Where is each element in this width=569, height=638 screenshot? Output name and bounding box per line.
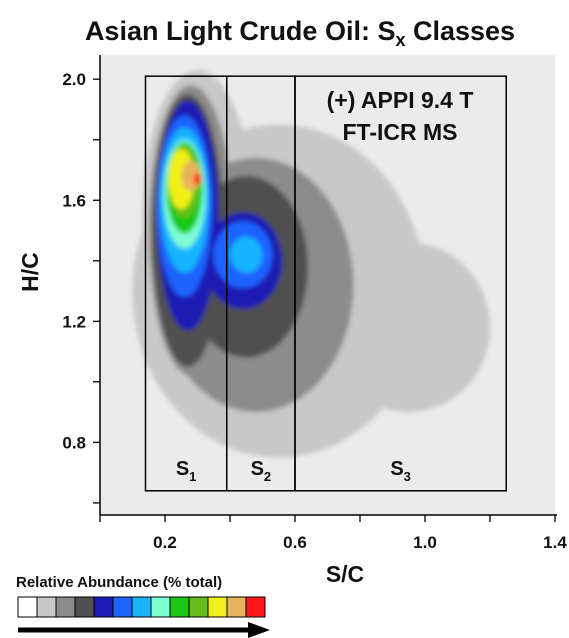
contour-level-1 [327,242,490,413]
x-tick-label: 1.4 [543,533,567,552]
color-swatch [150,596,171,618]
abundance-arrow [18,622,270,638]
y-axis-label: H/C [17,252,43,292]
color-swatch [131,596,152,618]
color-swatch [93,596,114,618]
chart-title-prefix: Asian Light Crude Oil: S [85,16,396,46]
chart-title-suffix: Classes [405,16,515,46]
y-tick-label: 2.0 [62,70,86,89]
y-tick-label: 0.8 [62,433,86,452]
region-label-s3: S3 [390,458,411,484]
color-scale [17,596,266,618]
chart-title: Asian Light Crude Oil: Sx Classes [85,16,515,50]
contour-level-12 [193,173,202,186]
region-label-s2: S2 [251,458,272,484]
annotation-line-2: FT-ICR MS [343,119,458,145]
color-swatch [17,596,38,618]
x-tick-label: 1.0 [413,533,437,552]
color-swatch [74,596,95,618]
color-swatch [207,596,228,618]
color-swatch [226,596,247,618]
color-swatch [188,596,209,618]
region-box-s3 [294,75,507,492]
y-tick-label: 1.6 [62,191,86,210]
x-tick-label: 0.6 [283,533,307,552]
x-axis-label: S/C [326,561,364,587]
region-label-s1: S1 [176,458,197,484]
color-swatch [112,596,133,618]
contour-level-6 [230,236,263,273]
y-tick-label: 1.2 [62,312,86,331]
color-swatch [36,596,57,618]
color-swatch [55,596,76,618]
annotation-line-1: (+) APPI 9.4 T [327,87,474,113]
color-scale-label: Relative Abundance (% total) [16,574,222,591]
x-tick-label: 0.2 [153,533,177,552]
color-swatch [245,596,266,618]
axes: 0.2 0.6 1.0 1.4 0.8 1.2 1.6 2.0 [62,55,567,552]
color-swatch [169,596,190,618]
chart-title-subscript: x [395,30,405,50]
abundance-contours [132,70,490,458]
region-boxes: S1 S2 S3 [144,75,507,492]
